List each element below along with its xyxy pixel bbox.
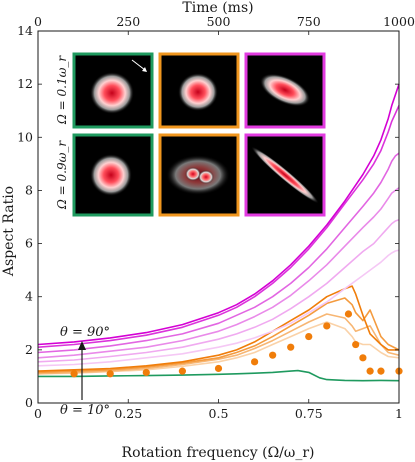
x-axis-title: Rotation frequency (Ω/ω_r) bbox=[122, 445, 315, 461]
series-line-6 bbox=[37, 249, 400, 367]
y-tick-label: 12 bbox=[17, 76, 33, 91]
y-tick-label: 10 bbox=[17, 129, 33, 144]
y-tick-label: 6 bbox=[25, 236, 33, 251]
theta-arrowhead-icon bbox=[78, 341, 86, 350]
series-line-7 bbox=[37, 285, 399, 372]
x-tick-label: 0 bbox=[34, 406, 42, 421]
y-tick-label: 14 bbox=[17, 23, 33, 38]
y-axis-title: Aspect Ratio bbox=[1, 186, 17, 277]
x-tick-label: 0.5 bbox=[209, 406, 229, 421]
data-point bbox=[251, 358, 259, 366]
data-point bbox=[352, 340, 360, 349]
series-line-1 bbox=[37, 83, 400, 346]
cloud-image-green-bottom bbox=[90, 154, 132, 196]
row1-label: Ω = 0.1ω_r bbox=[55, 55, 69, 126]
series-line-4 bbox=[37, 187, 400, 359]
top-axis-title: Time (ms) bbox=[182, 0, 253, 16]
arrow-icon bbox=[131, 59, 146, 71]
series-line-5 bbox=[37, 218, 400, 363]
cloud-image-orange-bottom-core2 bbox=[198, 170, 214, 184]
series-line-10 bbox=[37, 321, 400, 375]
data-point bbox=[106, 370, 114, 378]
data-point bbox=[359, 354, 367, 362]
plot-area bbox=[37, 83, 403, 382]
y-tick-label: 4 bbox=[25, 289, 33, 304]
x-tick-label: 0.25 bbox=[114, 406, 142, 421]
data-point bbox=[142, 368, 150, 377]
top-tick-label: 250 bbox=[116, 14, 140, 29]
theta-low-label: θ = 10° bbox=[60, 403, 110, 418]
series-line-3 bbox=[37, 152, 400, 354]
data-point bbox=[178, 367, 186, 375]
cloud-image-orange-top bbox=[178, 73, 218, 111]
series-line-11 bbox=[38, 369, 400, 382]
y-tick-label: 2 bbox=[25, 342, 33, 357]
cloud-image-orange-bottom-core1 bbox=[185, 167, 201, 181]
data-point bbox=[287, 343, 295, 351]
theta-high-label: θ = 90° bbox=[60, 325, 110, 340]
cloud-image-magenta-bottom bbox=[251, 146, 319, 204]
data-point bbox=[70, 370, 78, 378]
row2-label: Ω = 0.9ω_r bbox=[55, 140, 69, 211]
data-point bbox=[269, 351, 277, 359]
data-point bbox=[214, 364, 223, 373]
data-point bbox=[323, 322, 331, 330]
series-line-2 bbox=[37, 105, 400, 348]
arrowhead-icon bbox=[142, 67, 147, 72]
cloud-image-magenta-top bbox=[259, 73, 311, 107]
cloud-image-green-top bbox=[90, 72, 134, 114]
series-line-9 bbox=[37, 313, 400, 375]
inset-frame-green-bottom bbox=[72, 133, 154, 217]
top-tick-label: 750 bbox=[297, 14, 321, 29]
series-line-8 bbox=[37, 297, 400, 374]
top-tick-label: 0 bbox=[34, 14, 42, 29]
data-point bbox=[377, 367, 385, 375]
data-point bbox=[344, 310, 353, 318]
top-tick-label: 500 bbox=[207, 14, 231, 29]
x-tick-label: 1 bbox=[395, 406, 403, 421]
x-tick-label: 0.75 bbox=[295, 406, 323, 421]
data-point bbox=[305, 332, 313, 341]
y-tick-label: 0 bbox=[25, 395, 33, 410]
y-tick-label: 8 bbox=[25, 182, 33, 197]
top-tick-label: 1000 bbox=[383, 14, 415, 29]
inset-images: Ω = 0.1ω_r Ω = 0.9ω_r bbox=[55, 52, 326, 217]
data-point bbox=[366, 367, 374, 375]
